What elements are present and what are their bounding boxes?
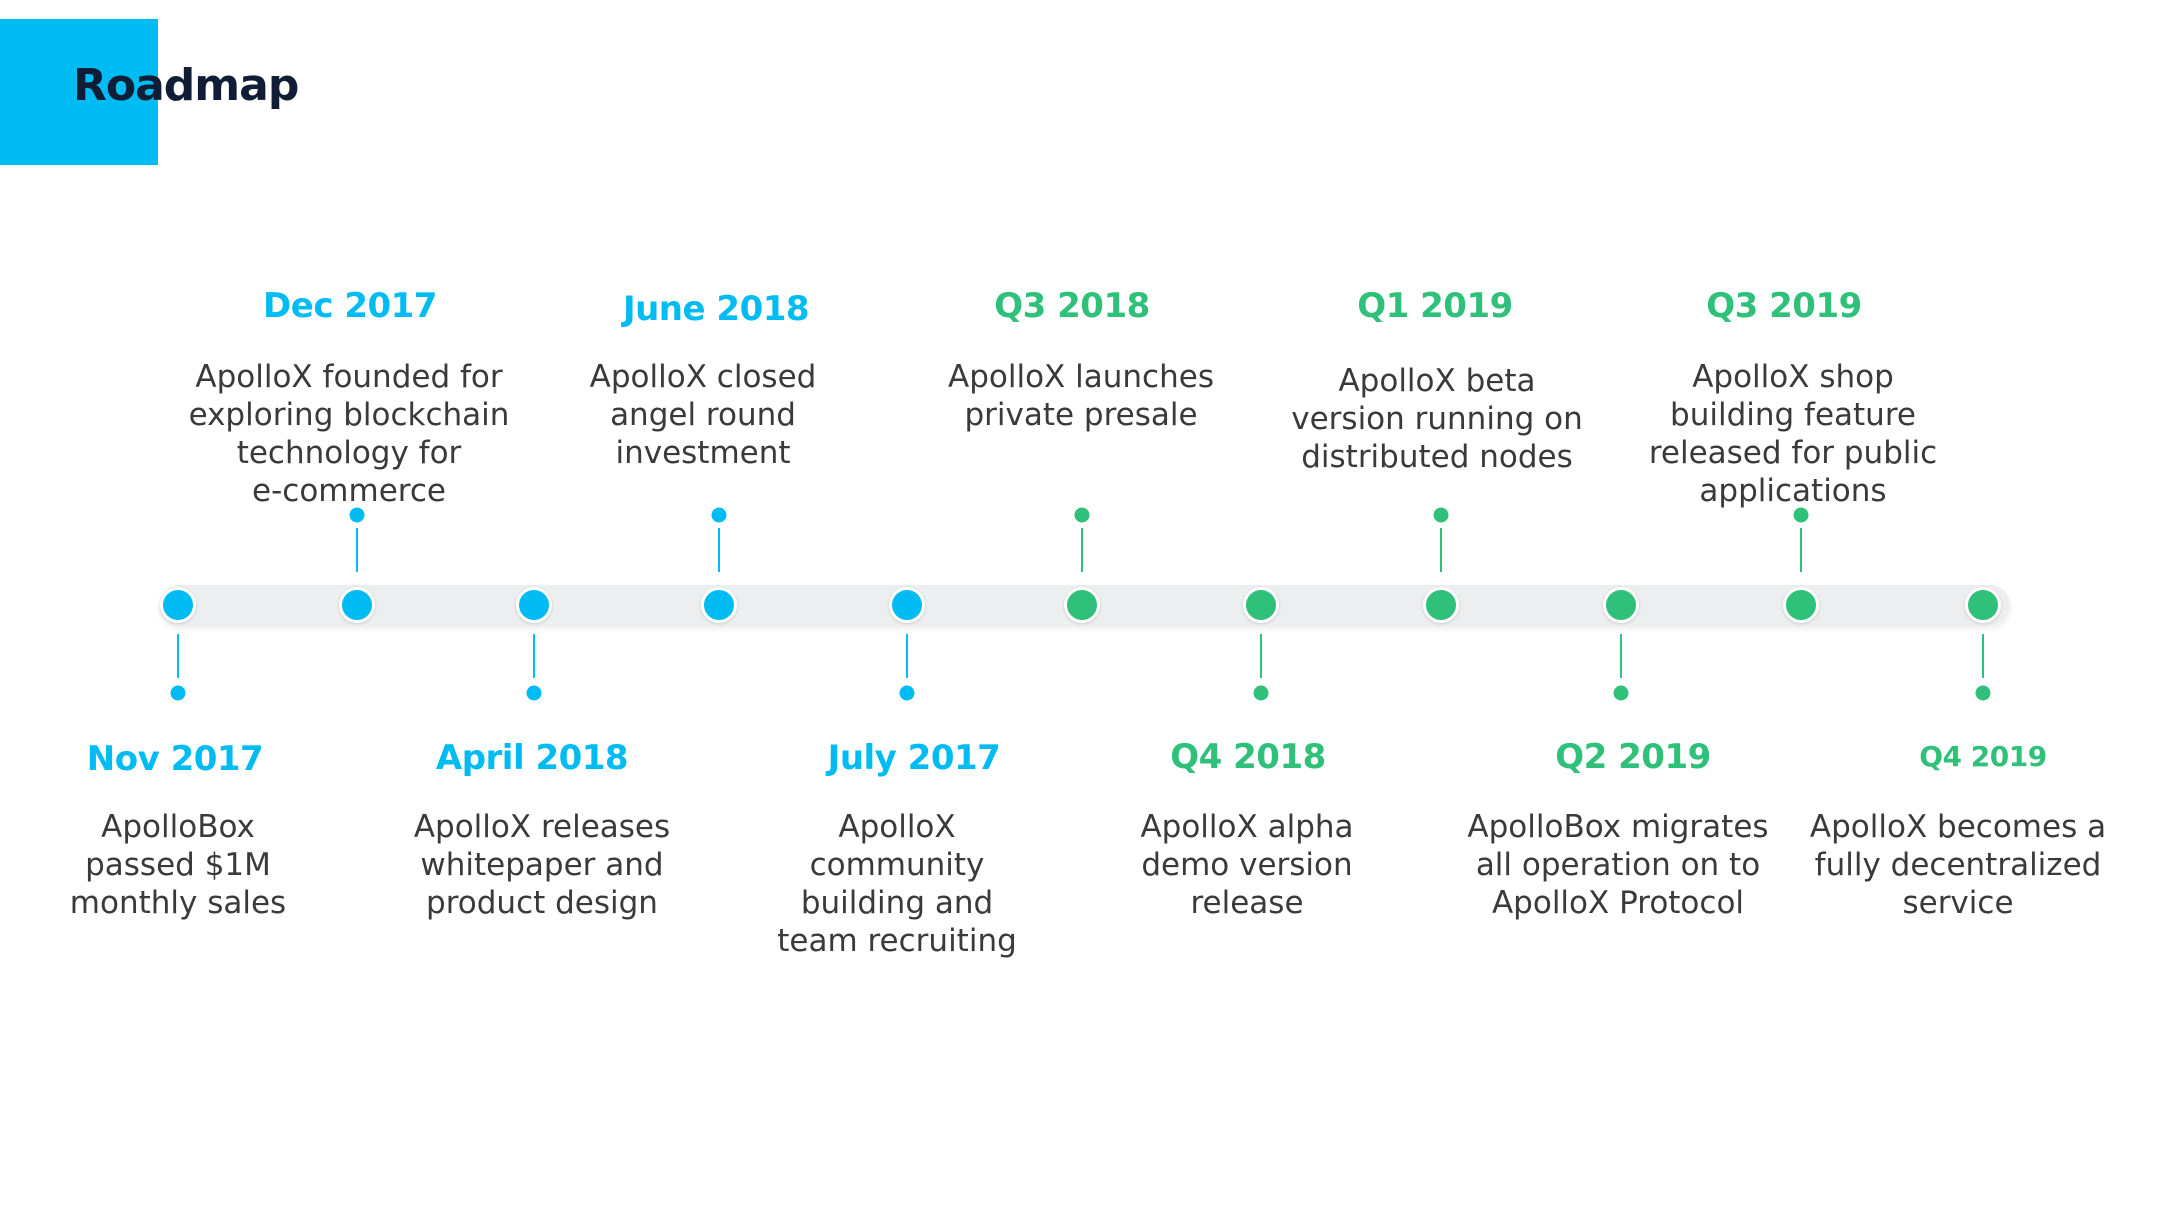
milestone-description: ApolloX becomes a fully decentralized se… <box>1809 809 2107 921</box>
milestone-description: ApolloX releases whitepaper and product … <box>413 809 671 921</box>
milestone-connector <box>718 528 720 572</box>
milestone-description: ApolloBox migrates all operation on to A… <box>1467 809 1769 921</box>
milestone-dot <box>1423 587 1459 623</box>
milestone-connector <box>1081 528 1083 572</box>
milestone-marker <box>1433 507 1449 523</box>
milestone-date: Q4 2018 <box>1170 737 1326 777</box>
milestone-dot <box>1243 587 1279 623</box>
milestone-date: April 2018 <box>435 738 629 778</box>
milestone-description: ApolloX alpha demo version release <box>1140 809 1354 921</box>
milestone-date: Q3 2018 <box>994 286 1150 326</box>
page-title: Roadmap <box>73 60 299 111</box>
milestone-marker <box>1253 685 1269 701</box>
milestone-description: ApolloX founded for exploring blockchain… <box>188 359 510 509</box>
milestone-date: Q3 2019 <box>1706 286 1862 326</box>
milestone-connector <box>533 634 535 678</box>
milestone-dot <box>516 587 552 623</box>
milestone-marker <box>711 507 727 523</box>
milestone-date: Q1 2019 <box>1357 286 1513 326</box>
milestone-connector <box>356 528 358 572</box>
milestone-description: ApolloX beta version running on distribu… <box>1291 363 1583 475</box>
milestone-description: ApolloX closed angel round investment <box>589 359 817 471</box>
milestone-dot <box>701 587 737 623</box>
milestone-connector <box>1982 634 1984 678</box>
milestone-date: Q4 2019 <box>1919 740 2047 773</box>
milestone-date: Q2 2019 <box>1555 737 1711 777</box>
milestone-dot <box>1783 587 1819 623</box>
milestone-date: Nov 2017 <box>86 739 264 779</box>
milestone-marker <box>1793 507 1809 523</box>
milestone-date: June 2018 <box>622 289 810 329</box>
milestone-dot <box>339 587 375 623</box>
milestone-description: ApolloX community building and team recr… <box>777 809 1017 959</box>
milestone-dot <box>889 587 925 623</box>
milestone-marker <box>170 685 186 701</box>
milestone-connector <box>1260 634 1262 678</box>
milestone-connector <box>906 634 908 678</box>
milestone-dot <box>1064 587 1100 623</box>
milestone-dot <box>1603 587 1639 623</box>
milestone-date: July 2017 <box>827 738 1001 778</box>
milestone-connector <box>1800 528 1802 572</box>
milestone-connector <box>177 634 179 678</box>
brand-accent-square <box>0 19 158 165</box>
milestone-description: ApolloX launches private presale <box>948 359 1214 433</box>
milestone-connector <box>1620 634 1622 678</box>
milestone-date: Dec 2017 <box>263 286 437 326</box>
milestone-dot <box>1965 587 2001 623</box>
milestone-marker <box>1975 685 1991 701</box>
milestone-marker <box>899 685 915 701</box>
milestone-marker <box>526 685 542 701</box>
milestone-description: ApolloBox passed $1M monthly sales <box>69 809 287 921</box>
milestone-marker <box>349 507 365 523</box>
milestone-connector <box>1440 528 1442 572</box>
milestone-marker <box>1613 685 1629 701</box>
milestone-marker <box>1074 507 1090 523</box>
milestone-description: ApolloX shop building feature released f… <box>1648 359 1938 509</box>
milestone-dot <box>160 587 196 623</box>
